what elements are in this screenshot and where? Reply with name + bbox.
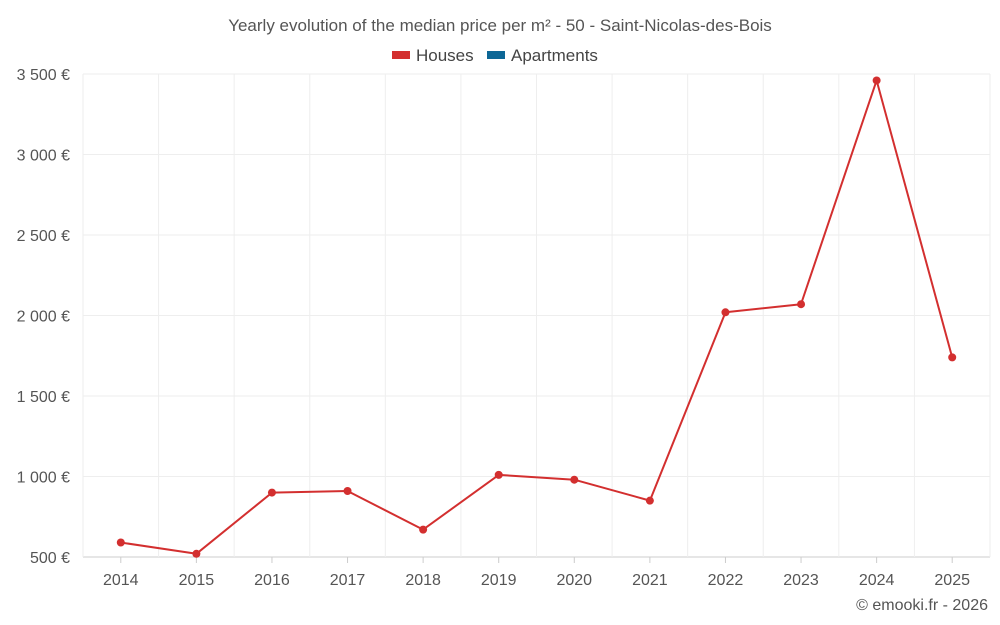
series-line-houses: [120, 79, 954, 555]
series-layer: [116, 76, 957, 558]
data-point-houses-2014[interactable]: [116, 538, 125, 547]
x-tick-label: 2015: [179, 572, 215, 589]
x-tick-label: 2014: [103, 572, 139, 589]
legend-label-apartments[interactable]: Apartments: [511, 46, 598, 65]
legend-label-houses[interactable]: Houses: [416, 46, 474, 65]
data-point-houses-2019[interactable]: [494, 470, 503, 479]
x-tick-label: 2022: [708, 572, 744, 589]
y-tick-label: 1 500 €: [17, 389, 70, 406]
legend-swatch-apartments[interactable]: [487, 51, 505, 59]
x-tick-label: 2020: [556, 572, 592, 589]
x-axis-ticks: 2014 2015 2016 2017 2018 2019 2020 2021 2022 2023…: [103, 557, 970, 589]
y-tick-label: 3 000 €: [17, 148, 70, 165]
legend-swatch-houses[interactable]: [392, 51, 410, 59]
data-point-houses-2021[interactable]: [645, 496, 654, 505]
data-point-houses-2018[interactable]: [419, 525, 428, 534]
copyright-text: © emooki.fr - 2026: [856, 597, 988, 614]
data-point-houses-2022[interactable]: [721, 308, 730, 317]
y-tick-label: 3 500 €: [17, 67, 70, 84]
y-tick-label: 2 000 €: [17, 309, 70, 326]
data-point-houses-2023[interactable]: [797, 300, 806, 309]
y-tick-label: 2 500 €: [17, 228, 70, 245]
legend: Houses Apartments: [392, 46, 598, 65]
x-tick-label: 2019: [481, 572, 517, 589]
data-point-houses-2016[interactable]: [267, 488, 276, 497]
data-point-houses-2024[interactable]: [872, 76, 881, 85]
data-point-houses-2020[interactable]: [570, 475, 579, 484]
x-tick-label: 2025: [934, 572, 970, 589]
data-point-houses-2015[interactable]: [192, 549, 201, 558]
y-tick-label: 500 €: [30, 550, 70, 567]
chart-title: Yearly evolution of the median price per…: [228, 16, 772, 35]
x-tick-label: 2024: [859, 572, 895, 589]
x-tick-label: 2016: [254, 572, 290, 589]
x-tick-label: 2023: [783, 572, 819, 589]
x-tick-label: 2018: [405, 572, 441, 589]
y-tick-label: 1 000 €: [17, 470, 70, 487]
x-tick-label: 2017: [330, 572, 366, 589]
y-axis-ticks: 500 € 1 000 € 1 500 € 2 000 € 2 500 € 3 000 €…: [17, 67, 70, 567]
data-point-houses-2025[interactable]: [948, 353, 957, 362]
x-tick-label: 2021: [632, 572, 668, 589]
data-point-houses-2017[interactable]: [343, 486, 352, 495]
